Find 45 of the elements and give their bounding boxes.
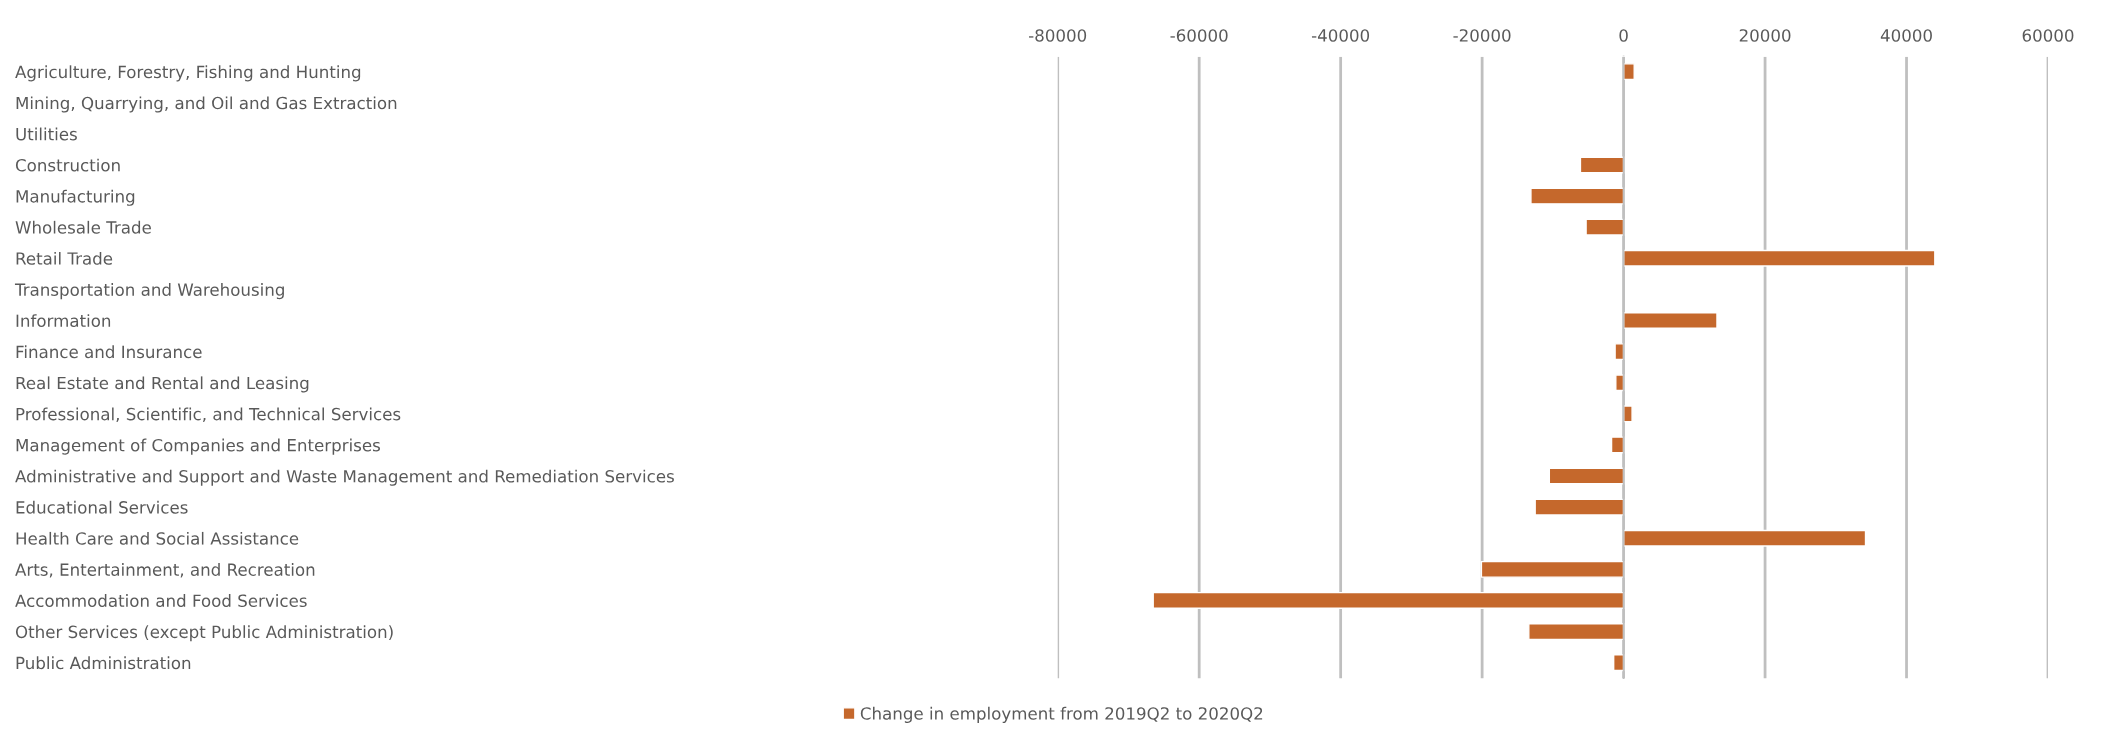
bar (1612, 654, 1625, 672)
legend-label: Change in employment from 2019Q2 to 2020Q2 (860, 706, 1263, 723)
y-tick-label: Arts, Entertainment, and Recreation (15, 563, 315, 578)
bar (1622, 63, 1635, 81)
y-tick-label: Finance and Insurance (16, 345, 202, 359)
bar (1622, 249, 1936, 267)
y-tick-label: Professional, Scientific, and Technical Services (16, 407, 401, 423)
x2-tick-label: -60000 (1170, 29, 1228, 42)
bar (1480, 560, 1625, 578)
bar (1622, 529, 1867, 547)
bar (1585, 218, 1625, 236)
bar (1528, 623, 1625, 641)
y-tick-label: Educational Services (16, 500, 188, 514)
y-tick-label: Information (16, 314, 111, 328)
y-tick-label: Other Services (except Public Administration) (15, 625, 393, 642)
bar (1622, 405, 1633, 423)
y-tick-label: Wholesale Trade (15, 220, 151, 234)
y-tick-label: Accommodation and Food Services (15, 594, 307, 608)
y-tick-label: Utilities (16, 127, 77, 141)
x2-tick-label: 60000 (2022, 29, 2074, 42)
y-tick-label: Agriculture, Forestry, Fishing and Hunting (15, 65, 361, 82)
x2-tick-label: 0 (1619, 29, 1628, 42)
y-tick-label: Public Administration (16, 656, 191, 670)
bar (1579, 156, 1625, 174)
bar (1622, 312, 1718, 329)
y-tick-label: Construction (15, 158, 120, 172)
y-tick-label: Mining, Quarrying, and Oil and Gas Extraction (16, 96, 397, 113)
x2-tick-label: -40000 (1311, 29, 1370, 42)
y-tick-label: Management of Companies and Enterprises (16, 438, 380, 455)
x2-tick-label: -20000 (1453, 29, 1511, 42)
x2-tick-label: 40000 (1880, 29, 1932, 42)
x2-tick-label: 20000 (1739, 29, 1791, 42)
y-tick-label: Transportation and Warehousing (14, 283, 284, 300)
bar (1152, 591, 1625, 609)
y-tick-label: Administrative and Support and Waste Management and Remediation Services (15, 469, 674, 486)
y-tick-label: Retail Trade (16, 251, 113, 265)
y-tick-label: Health Care and Social Assistance (16, 531, 299, 545)
bar (1614, 343, 1625, 361)
bar (1610, 436, 1625, 454)
y-tick-label: Real Estate and Rental and Leasing (16, 376, 309, 393)
bar (1548, 467, 1625, 485)
bar (1534, 498, 1625, 516)
x2-tick-label: -80000 (1029, 29, 1087, 42)
y-tick-label: Manufacturing (16, 189, 135, 206)
bar (1530, 187, 1625, 205)
